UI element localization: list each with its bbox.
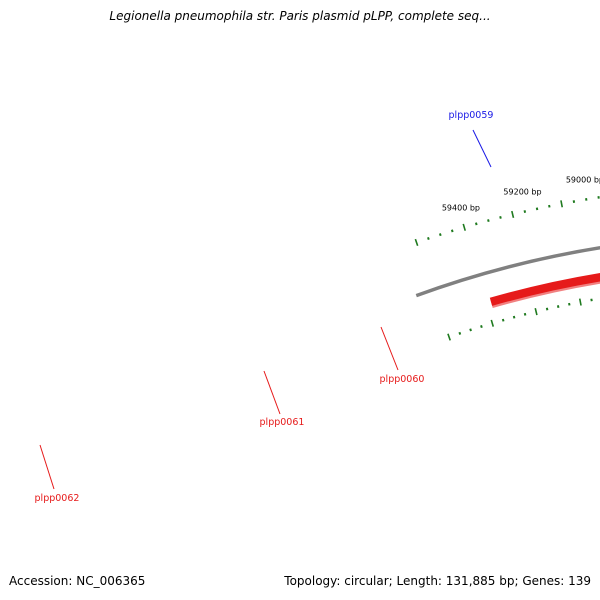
ruler-minor-tick <box>501 318 505 322</box>
ruler-major-tick <box>490 319 495 327</box>
plasmid-backbone <box>415 246 600 298</box>
gene-label: plpp0061 <box>260 417 305 428</box>
ruler-major-tick <box>578 298 582 306</box>
ruler-minor-tick <box>438 233 442 237</box>
ruler-minor-tick <box>469 328 472 332</box>
ruler-minor-tick <box>427 236 430 240</box>
ruler-minor-tick <box>523 312 527 316</box>
ruler-major-tick <box>462 223 466 231</box>
backbone-layer <box>415 246 600 298</box>
ruler-major-tick <box>447 333 451 341</box>
inner-ruler <box>447 298 593 341</box>
topology-label: Topology: circular; Length: 131,885 bp; … <box>284 574 591 588</box>
label-layer: plpp0059 plpp0060 plpp0061 plpp0062 <box>35 110 494 504</box>
gene-layer <box>489 273 600 308</box>
ruler-minor-tick <box>499 215 502 219</box>
ruler-minor-tick <box>523 210 527 213</box>
leader-line <box>380 326 399 371</box>
ruler-minor-tick <box>556 305 560 309</box>
ruler-minor-tick <box>535 207 539 211</box>
gene-label: plpp0059 <box>449 110 494 121</box>
gene-arrow-plpp0062 <box>489 273 600 306</box>
map-title: Legionella pneumophila str. Paris plasmi… <box>109 9 491 23</box>
ruler-tick-label: 59200 bp <box>503 188 541 197</box>
ruler-tick-label: 59000 bp <box>566 175 600 184</box>
leader-line <box>39 444 55 490</box>
ruler-major-tick <box>414 238 419 247</box>
outer-ruler: 57800 bp58000 bp58200 bp58400 bp58600 bp… <box>414 175 600 247</box>
leader-line <box>263 370 281 415</box>
ruler-minor-tick <box>474 222 478 226</box>
ruler-minor-tick <box>545 307 549 311</box>
ruler-minor-tick <box>480 325 483 329</box>
accession-label: Accession: NC_006365 <box>9 574 146 588</box>
gene-label: plpp0060 <box>380 374 425 385</box>
ruler-major-tick <box>560 200 564 208</box>
ruler-major-tick <box>534 308 538 316</box>
ruler-tick-label: 59400 bp <box>442 204 480 213</box>
ruler-minor-tick <box>458 331 462 335</box>
gene-label: plpp0062 <box>35 493 80 504</box>
ruler-minor-tick <box>450 229 454 233</box>
leader-line <box>472 129 492 168</box>
ruler-minor-tick <box>487 219 490 223</box>
ruler-minor-tick <box>512 315 516 319</box>
ruler-major-tick <box>511 210 515 218</box>
